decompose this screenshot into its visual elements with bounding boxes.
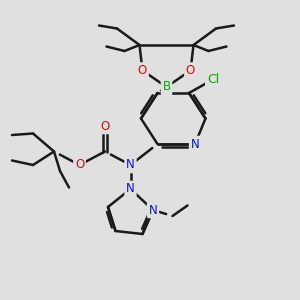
Text: N: N [126,182,135,196]
Text: O: O [186,64,195,77]
Text: O: O [100,119,109,133]
Text: N: N [126,158,135,172]
Text: N: N [190,137,200,151]
Text: B: B [162,80,171,94]
Text: N: N [148,203,158,217]
Text: O: O [75,158,84,172]
Text: O: O [138,64,147,77]
Text: Cl: Cl [207,73,219,86]
